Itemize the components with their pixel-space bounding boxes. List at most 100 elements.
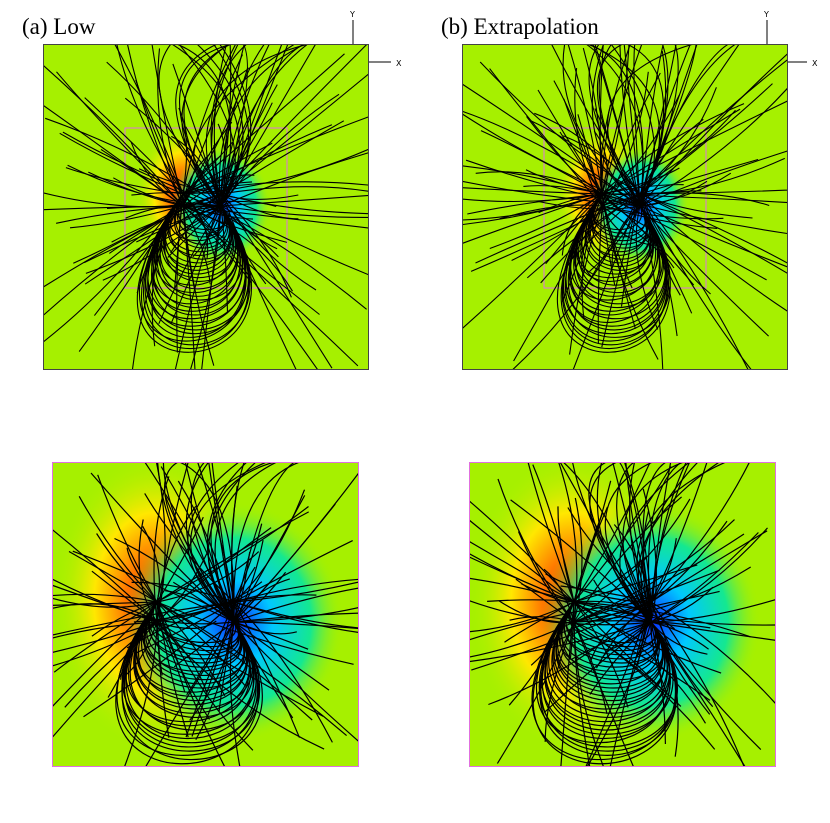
- field-loop: [146, 601, 243, 668]
- field-loop: [555, 601, 664, 697]
- field-line: [601, 44, 630, 195]
- field-loop: [148, 601, 242, 664]
- field-line: [650, 621, 776, 641]
- field-line: [650, 462, 708, 603]
- field-line: [509, 616, 575, 623]
- field-line: [650, 586, 714, 623]
- field-loop: [163, 193, 236, 282]
- field-line: [220, 44, 266, 207]
- field-line: [462, 193, 603, 330]
- field-line: [570, 621, 652, 661]
- field-line: [573, 506, 609, 603]
- field-loop: [125, 601, 255, 740]
- field-line: [207, 462, 257, 623]
- field-line: [650, 621, 709, 650]
- field-line: [68, 550, 158, 603]
- field-line: [43, 64, 184, 207]
- field-line: [62, 131, 222, 207]
- field-line: [650, 527, 768, 623]
- field-line: [573, 497, 583, 623]
- field-line: [210, 44, 248, 207]
- field-plot-a-full: [43, 44, 369, 370]
- field-loop: [532, 601, 677, 765]
- field-line: [467, 193, 603, 215]
- field-line: [650, 462, 687, 623]
- field-line: [193, 44, 296, 207]
- field-line: [233, 503, 336, 623]
- field-line: [205, 44, 311, 207]
- field-line: [601, 71, 649, 207]
- field-line: [220, 72, 369, 195]
- field-line: [158, 44, 222, 207]
- field-loop: [569, 601, 653, 644]
- plot-frame: [43, 44, 369, 370]
- field-loop: [560, 193, 668, 350]
- field-line: [573, 566, 752, 623]
- field-line: [469, 540, 575, 603]
- field-line: [465, 159, 641, 207]
- field-line: [182, 205, 359, 367]
- field-line: [462, 110, 641, 207]
- field-line: [55, 205, 222, 224]
- x-axis-label: X: [812, 59, 818, 68]
- field-line: [83, 205, 222, 264]
- field-line: [562, 44, 641, 207]
- field-line: [156, 516, 204, 603]
- field-line: [182, 141, 233, 195]
- field-loop: [149, 601, 239, 656]
- field-line: [185, 462, 235, 623]
- field-line: [619, 44, 641, 207]
- field-loop: [128, 601, 251, 727]
- field-line: [498, 600, 575, 624]
- field-line: [220, 205, 369, 276]
- field-line: [220, 205, 369, 218]
- field-line: [220, 205, 229, 314]
- field-line: [144, 621, 235, 767]
- field-line: [156, 601, 189, 738]
- field-line: [633, 44, 641, 207]
- field-line: [606, 44, 696, 207]
- field-line: [573, 620, 711, 629]
- field-line: [601, 193, 659, 360]
- field-line: [229, 621, 241, 767]
- field-line: [175, 44, 222, 207]
- field-loop: [143, 193, 251, 346]
- field-line: [187, 462, 241, 623]
- field-line: [182, 181, 253, 195]
- field-line: [601, 44, 643, 195]
- field-loop: [176, 193, 225, 238]
- field-line: [462, 193, 603, 226]
- field-line: [610, 44, 656, 207]
- field-loop: [143, 601, 246, 685]
- field-line: [182, 148, 369, 195]
- y-axis-label: Y: [763, 10, 769, 19]
- field-line: [69, 193, 222, 229]
- field-line: [233, 495, 306, 623]
- field-line: [156, 506, 309, 603]
- field-line: [573, 533, 745, 623]
- plot-frame: [462, 44, 788, 370]
- field-line: [639, 52, 788, 207]
- field-line: [650, 530, 768, 603]
- field-line: [189, 621, 235, 721]
- field-line: [43, 193, 184, 343]
- panel-b-title: (b) Extrapolation: [441, 14, 599, 39]
- field-line: [469, 599, 652, 626]
- field-line: [639, 158, 759, 195]
- field-line: [233, 601, 359, 634]
- field-line: [233, 540, 353, 603]
- field-loop: [588, 193, 651, 264]
- field-line: [182, 121, 233, 207]
- field-line: [589, 462, 652, 623]
- field-line: [639, 44, 677, 207]
- field-line: [156, 621, 170, 738]
- field-line: [639, 193, 788, 275]
- field-line: [469, 552, 575, 603]
- field-line: [182, 44, 237, 195]
- field-line: [178, 107, 188, 195]
- field-line: [639, 150, 788, 207]
- field-line: [596, 44, 641, 207]
- field-plot-b-zoom: [469, 462, 776, 767]
- field-line: [462, 83, 641, 207]
- field-line: [91, 601, 158, 637]
